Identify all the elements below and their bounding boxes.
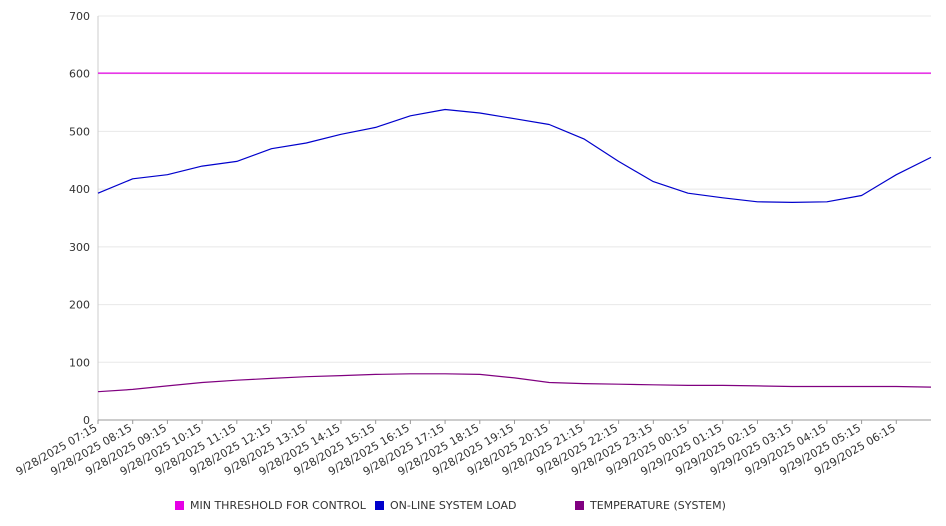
legend-label-load: ON-LINE SYSTEM LOAD — [390, 499, 517, 512]
y-tick-label: 0 — [83, 414, 90, 427]
y-tick-label: 700 — [69, 10, 90, 23]
x-axis-ticks: 9/28/2025 07:159/28/2025 08:159/28/2025 … — [14, 420, 898, 478]
y-tick-label: 200 — [69, 299, 90, 312]
series-line-load — [97, 108, 932, 203]
legend-swatch-threshold — [175, 501, 184, 510]
legend-item-load: ON-LINE SYSTEM LOAD — [375, 499, 516, 512]
legend-item-temperature: TEMPERATURE (SYSTEM) — [575, 499, 726, 512]
legend-label-temperature: TEMPERATURE (SYSTEM) — [590, 499, 726, 512]
y-tick-label: 400 — [69, 183, 90, 196]
chart-series — [97, 72, 932, 393]
legend-item-threshold: MIN THRESHOLD FOR CONTROL — [175, 499, 366, 512]
chart-legend: MIN THRESHOLD FOR CONTROL ON-LINE SYSTEM… — [0, 499, 946, 515]
y-tick-label: 600 — [69, 68, 90, 81]
legend-swatch-temperature — [575, 501, 584, 510]
y-tick-label: 500 — [69, 125, 90, 138]
legend-swatch-load — [375, 501, 384, 510]
y-axis-ticks: 0 100 200 300 400 500 600 700 — [69, 10, 90, 427]
y-tick-label: 100 — [69, 356, 90, 369]
y-tick-label: 300 — [69, 241, 90, 254]
series-line-temperature — [97, 373, 932, 393]
chart-gridlines — [98, 15, 931, 363]
legend-label-threshold: MIN THRESHOLD FOR CONTROL — [190, 499, 366, 512]
